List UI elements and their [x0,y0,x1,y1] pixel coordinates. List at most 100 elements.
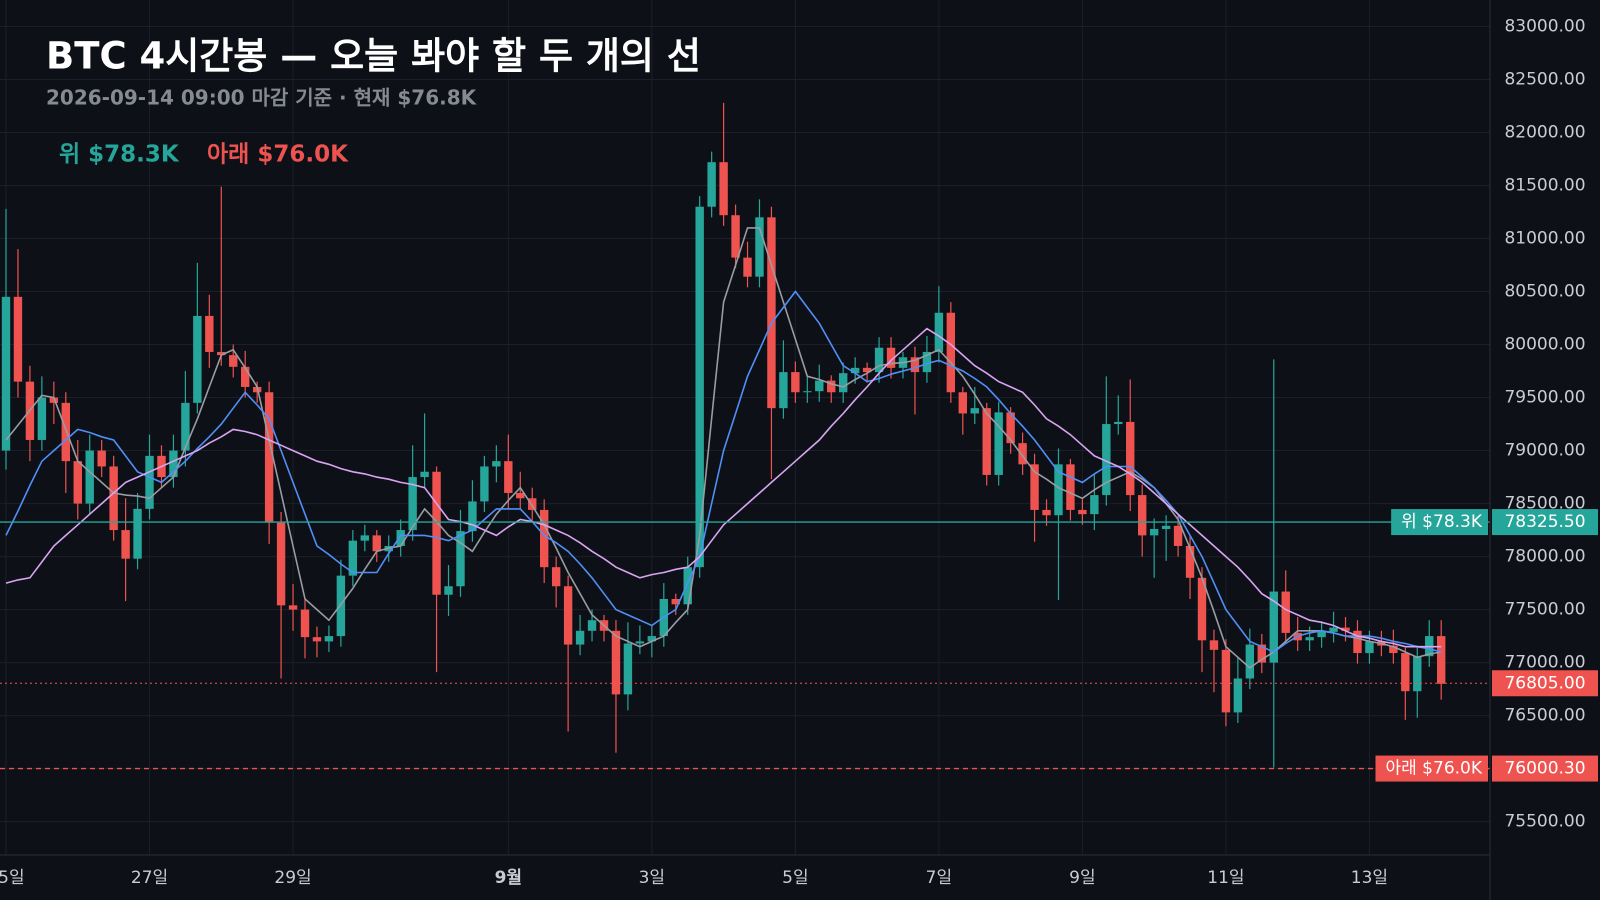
candle-body [264,392,274,523]
candle-body [444,586,453,595]
candle-body [61,402,70,462]
candle-body [1,296,11,451]
candle-body [217,351,226,356]
candle-body [1317,631,1326,638]
price-badge [1492,670,1598,697]
candle-body [958,392,967,414]
candle-body [635,641,645,644]
candle-body [647,636,657,642]
x-tick-label: 27일 [131,868,168,888]
price-badge-label: 78325.50 [1504,512,1585,532]
y-tick-label: 81500.00 [1504,176,1585,196]
candle-body [910,357,920,373]
y-tick-label: 77500.00 [1504,600,1585,620]
candle-body [1341,627,1350,631]
y-tick-label: 78000.00 [1504,547,1585,567]
x-tick-label: 7일 [926,868,952,888]
x-tick-label: 9일 [1069,868,1095,888]
candle-body [205,315,214,352]
candle-body [1401,653,1410,692]
ma-line [5,290,1442,653]
candle-body [420,471,429,478]
candle-body [743,257,752,277]
candle-body [1018,443,1027,465]
candle-body [827,380,836,393]
candle-body [396,530,405,546]
candle-body [456,531,465,587]
candle-body [551,567,561,587]
y-tick-label: 79000.00 [1504,441,1585,461]
candle-body [1209,640,1219,650]
candle-body [1090,495,1099,515]
y-tick-label: 83000.00 [1504,17,1585,37]
candle-body [587,620,597,631]
y-tick-label: 75500.00 [1504,812,1585,832]
legend-item: 위 $78.3K [59,142,180,168]
candle-body [169,450,178,478]
chart-subtitle: 2026-09-14 09:00 마감 기준 · 현재 $76.8K [46,86,478,110]
candle-body [1365,641,1374,654]
candle-body [779,372,788,409]
candle-body [1185,545,1195,578]
candle-body [181,402,190,451]
level-badge-label: 아래 $76.0K [1386,759,1483,779]
candle-body [1305,637,1314,641]
candle-body [815,380,824,392]
candle-body [492,461,501,467]
candle-body [121,530,130,559]
candle-body [982,408,991,475]
candle-body [408,477,417,531]
candle-body [731,215,740,258]
candle-body [133,508,142,559]
candle-body [886,347,896,368]
candle-body [540,509,549,568]
x-tick-label: 29일 [274,868,311,888]
candle-body [922,351,932,373]
x-tick-label: 11일 [1207,868,1244,888]
x-tick-label: 9월 [495,868,522,888]
candle-body [1233,678,1243,713]
candle-body [563,586,573,645]
candle-body [73,461,82,504]
candle-body [324,636,334,642]
candle-body [1197,577,1207,641]
candle-body [1173,525,1183,546]
candle-body [719,162,728,216]
candle-body [288,605,298,610]
candle-body [1353,630,1362,654]
y-tick-label: 78500.00 [1504,494,1585,514]
y-tick-label: 82000.00 [1504,123,1585,143]
candle-body [671,598,680,605]
candle-body [468,501,477,532]
y-tick-label: 77000.00 [1504,653,1585,673]
candle-body [874,347,884,373]
x-tick-label: 3일 [639,868,665,888]
ma-line [5,327,1442,648]
candle-body [336,575,346,637]
candle-body [109,466,118,531]
candle-body [695,206,704,568]
candle-body [791,372,800,393]
candle-body [1161,525,1171,530]
candle-body [575,630,585,645]
candle-body [1138,495,1147,536]
candle-body [1114,421,1123,425]
price-badge [1492,755,1598,782]
y-tick-label: 76500.00 [1504,706,1585,726]
x-tick-label: 13일 [1351,868,1388,888]
candle-body [276,522,286,606]
candle-body [1078,509,1087,515]
candle-body [1006,412,1015,444]
candle-body [300,609,310,638]
candle-body [432,471,441,595]
candle-body [623,643,633,695]
candle-body [97,450,106,467]
candle-body [1413,656,1422,692]
y-tick-label: 80000.00 [1504,335,1585,355]
y-tick-label: 80500.00 [1504,282,1585,302]
x-tick-label: 25일 [0,868,25,888]
candle-body [1102,424,1111,496]
candle-body [504,461,513,493]
